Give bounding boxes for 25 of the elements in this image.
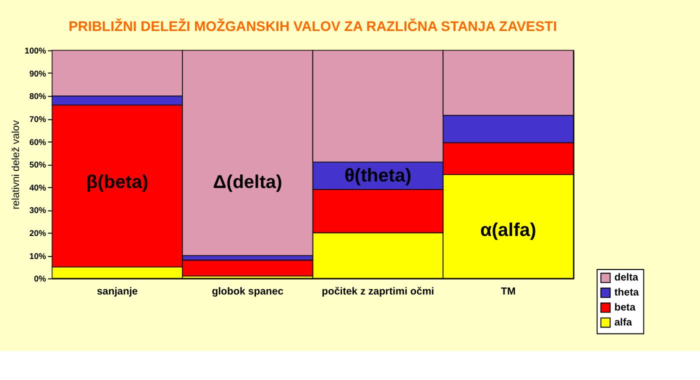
legend-label: theta (614, 288, 640, 299)
y-tick-label: 20% (29, 228, 47, 238)
annotation: α(alfa) (480, 219, 536, 240)
y-tick-label: 80% (29, 91, 47, 102)
y-tick-label: 70% (29, 114, 47, 124)
y-axis-title: relativni delež valov (11, 119, 22, 210)
legend-label: delta (614, 272, 639, 284)
y-tick-label: 0% (34, 274, 47, 284)
y-tick-label: 50% (29, 160, 47, 170)
y-tick-label: 60% (29, 136, 47, 147)
y-tick-label: 40% (29, 182, 47, 192)
annotation: θ(theta) (344, 164, 412, 186)
x-tick-label: globok spanec (212, 286, 284, 298)
y-tick-label: 100% (24, 46, 47, 56)
legend-label: beta (614, 302, 636, 314)
x-tick-label: TM (500, 286, 516, 298)
chart-title: PRIBLIŽNI DELEŽI MOŽGANSKIH VALOV ZA RAZLIČNA STANJA ZAVESTI (68, 18, 557, 34)
annotation: β(beta) (86, 171, 148, 192)
y-tick-label: 30% (29, 205, 47, 216)
y-tick-label: 10% (29, 250, 47, 261)
legend-label: alfa (614, 317, 632, 328)
x-tick-label: počitek z zaprtimi očmi (322, 286, 434, 298)
annotation: Δ(delta) (212, 171, 282, 192)
x-tick-label: sanjanje (96, 286, 138, 298)
y-tick-label: 90% (29, 68, 47, 78)
